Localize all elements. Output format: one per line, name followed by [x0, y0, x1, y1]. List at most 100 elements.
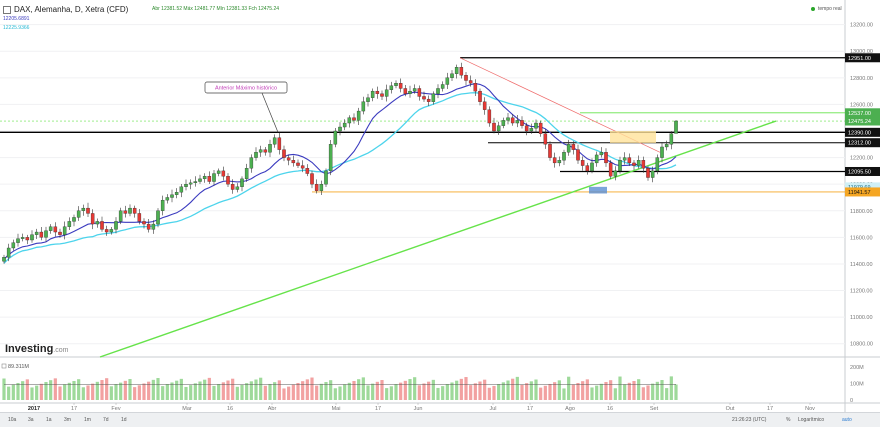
- candle-body: [132, 207, 137, 214]
- price-label: 12312.00: [848, 141, 871, 147]
- price-label: 12537.00: [848, 111, 871, 117]
- volume-bar: [469, 385, 473, 400]
- range-1m-button[interactable]: 1m: [84, 417, 91, 423]
- volume-bar: [268, 383, 272, 400]
- x-tick-label: Set: [650, 406, 659, 412]
- volume-bar: [235, 386, 239, 400]
- candle-body: [235, 186, 240, 190]
- volume-bar: [655, 381, 659, 400]
- candle-body: [496, 125, 501, 132]
- volume-bar: [618, 376, 622, 400]
- volume-bar: [30, 387, 34, 400]
- candle-body: [109, 229, 114, 233]
- candle-body: [408, 90, 412, 94]
- volume-bar: [623, 384, 627, 400]
- volume-bar: [105, 378, 109, 400]
- candle-body: [198, 178, 202, 182]
- volume-bar: [212, 385, 216, 400]
- log-toggle[interactable]: Logarítmico: [798, 417, 825, 423]
- candle-body: [529, 128, 534, 132]
- candle-body: [361, 101, 366, 112]
- candle-body: [534, 122, 538, 129]
- candle-body: [375, 90, 380, 94]
- volume-bar: [16, 382, 20, 400]
- candle-body: [72, 217, 76, 222]
- volume-bar: [231, 378, 235, 400]
- grid-lines: [0, 0, 880, 412]
- volume-bar: [371, 383, 375, 400]
- volume-bar: [207, 377, 211, 400]
- volume-bar: [478, 381, 482, 400]
- candle-body: [128, 207, 132, 214]
- candle-body: [39, 231, 44, 238]
- volume-bar: [361, 377, 365, 400]
- candle-body: [464, 75, 468, 81]
- volume-bar: [291, 384, 295, 400]
- range-1a-button[interactable]: 1a: [46, 417, 52, 423]
- candle-body: [506, 117, 510, 121]
- volume-bar: [7, 386, 11, 400]
- auto-toggle[interactable]: auto: [842, 417, 852, 423]
- volume-bar: [492, 385, 496, 400]
- candle-body: [20, 237, 25, 239]
- candle-body: [650, 170, 655, 178]
- x-tick-label: Jun: [414, 406, 423, 412]
- y-tick-label: 13000.00: [850, 49, 873, 55]
- candle-body: [324, 170, 328, 185]
- candle-body: [58, 231, 62, 235]
- volume-bar: [86, 385, 90, 400]
- range-10a-button[interactable]: 10a: [8, 417, 17, 423]
- candle-body: [566, 144, 571, 153]
- candle-body: [305, 168, 310, 174]
- volume-bar: [599, 383, 603, 400]
- candle-body: [193, 181, 198, 184]
- range-7d-button[interactable]: 7d: [103, 417, 109, 423]
- volume-bar: [179, 378, 183, 400]
- range-1d-button[interactable]: 1d: [121, 417, 127, 423]
- candle-body: [291, 160, 296, 164]
- candle-body: [16, 238, 20, 243]
- ohlc-readout: Abr 12381.52 Máx 12481.77 Mín 12381.33 F…: [152, 6, 280, 12]
- volume-bar: [263, 385, 267, 400]
- range-3a-button[interactable]: 3a: [28, 417, 34, 423]
- volume-bar: [394, 384, 398, 400]
- volume-bar: [487, 387, 491, 400]
- candle-body: [314, 184, 319, 191]
- candle-body: [622, 157, 627, 161]
- candle-body: [151, 223, 156, 230]
- time-axis: 2017 17 Fev Mar 16 Abr Mai 17 Jun Jul 17 Ago 16 Set Ou…: [28, 403, 815, 412]
- candle-body: [342, 122, 347, 128]
- candle-body: [436, 88, 440, 94]
- demand-zone: [589, 186, 607, 194]
- candle-body: [156, 210, 160, 225]
- volume-bar: [669, 376, 673, 400]
- candle-body: [394, 83, 398, 86]
- candle-body: [300, 165, 305, 169]
- volume-pane: 200M 100M 0 89.311M: [1, 363, 864, 404]
- live-dot-icon: [811, 6, 815, 11]
- range-3m-button[interactable]: 3m: [64, 417, 71, 423]
- x-tick-label: Mar: [182, 406, 192, 412]
- volume-bar: [613, 388, 617, 400]
- volume-bar: [557, 380, 561, 400]
- callout-pointer: [261, 92, 279, 133]
- volume-bar: [119, 382, 123, 400]
- volume-bar: [39, 383, 43, 400]
- volume-bar: [315, 385, 319, 400]
- candle-body: [165, 197, 170, 201]
- percent-toggle[interactable]: %: [786, 417, 791, 423]
- volume-bar: [534, 379, 538, 400]
- investing-logo: Investing.com: [5, 343, 68, 355]
- x-tick-label: Jul: [489, 406, 496, 412]
- volume-bar: [571, 384, 575, 400]
- logo-suffix: .com: [53, 347, 69, 354]
- candle-body: [510, 117, 515, 124]
- candle-body: [338, 126, 342, 132]
- volume-tick-label: 100M: [850, 381, 864, 387]
- candle-body: [669, 133, 674, 145]
- volume-bar: [660, 380, 664, 400]
- price-label: 11941.57: [848, 190, 871, 196]
- candle-body: [249, 157, 254, 169]
- volume-bar: [576, 382, 580, 400]
